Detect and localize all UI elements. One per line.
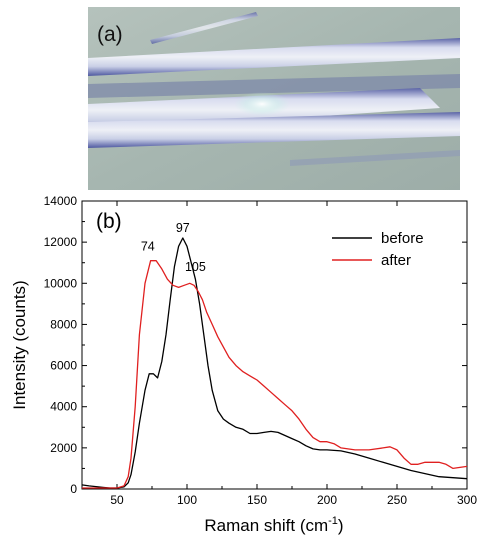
y-tick-label: 0 bbox=[70, 482, 77, 496]
x-axis-title: Raman shift (cm-1) bbox=[204, 515, 343, 535]
plot-area: 0 2000 4000 6000 8000 10000 12000 14000 50 100 15… bbox=[44, 194, 478, 507]
y-tick-label: 8000 bbox=[50, 317, 77, 331]
x-tick-label: 200 bbox=[317, 493, 337, 507]
fiber-lower bbox=[88, 112, 460, 148]
y-tick-label: 14000 bbox=[44, 194, 78, 208]
x-tick-label: 50 bbox=[110, 493, 124, 507]
y-axis-title-text: Intensity (counts) bbox=[10, 280, 29, 409]
optical-micrograph-panel: (a) bbox=[88, 7, 460, 190]
x-tick-label: 300 bbox=[457, 493, 477, 507]
fiber-faint bbox=[290, 150, 460, 166]
y-axis-title: Intensity (counts) bbox=[10, 280, 29, 409]
y-tick-label: 12000 bbox=[44, 235, 78, 249]
legend-label-after: after bbox=[381, 252, 411, 269]
plot-frame bbox=[81, 200, 468, 490]
series-layer bbox=[81, 237, 468, 489]
annotation-layer: 74 97 105 bbox=[141, 221, 206, 274]
laser-spot bbox=[234, 92, 290, 116]
y-tick-label: 10000 bbox=[44, 276, 78, 290]
x-axis-ticks: 50 100 150 200 250 300 bbox=[81, 201, 477, 507]
legend-label-before: before bbox=[381, 230, 424, 247]
series-line-after bbox=[82, 260, 468, 489]
fiber-upper bbox=[88, 38, 460, 76]
series-line-before bbox=[81, 237, 468, 489]
fiber-thin bbox=[150, 12, 258, 44]
peak-annotation-97: 97 bbox=[176, 221, 190, 235]
peak-annotation-105: 105 bbox=[185, 260, 206, 274]
panel-b-label: (b) bbox=[96, 210, 122, 233]
x-tick-label: 100 bbox=[177, 493, 197, 507]
panel-a-label: (a) bbox=[97, 23, 123, 46]
y-tick-label: 2000 bbox=[50, 441, 77, 455]
x-tick-label: 250 bbox=[387, 493, 407, 507]
fiber-middle-dark bbox=[88, 74, 460, 98]
x-axis-title-superscript: -1 bbox=[328, 515, 338, 527]
x-tick-label: 150 bbox=[247, 493, 267, 507]
peak-annotation-74: 74 bbox=[141, 239, 155, 253]
y-tick-label: 6000 bbox=[50, 359, 77, 373]
legend: before after bbox=[332, 230, 424, 269]
x-axis-title-text: Raman shift (cm bbox=[204, 516, 328, 535]
y-axis-ticks: 0 2000 4000 6000 8000 10000 12000 14000 bbox=[44, 194, 467, 496]
y-tick-label: 4000 bbox=[50, 400, 77, 414]
x-axis-title-close: ) bbox=[338, 516, 344, 535]
